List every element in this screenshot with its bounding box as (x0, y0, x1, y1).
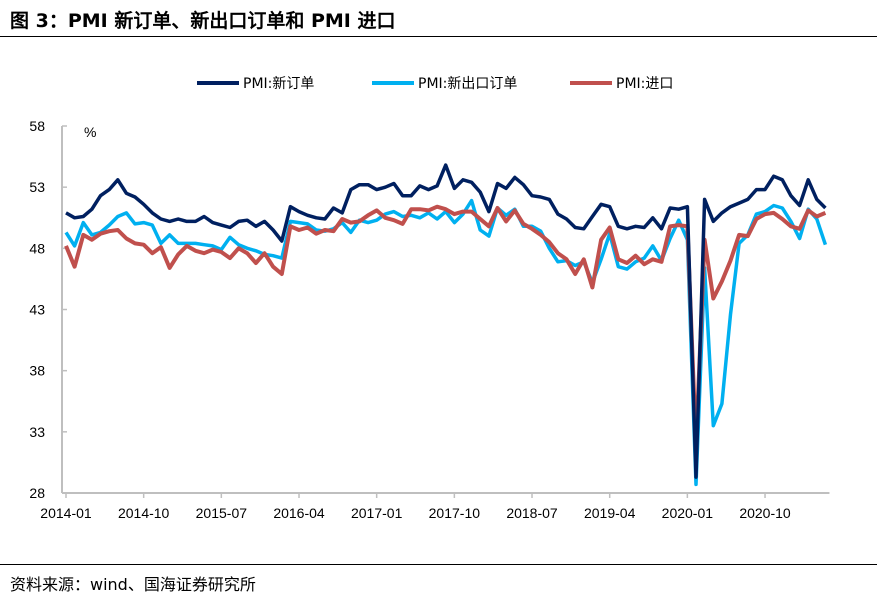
x-tick-label: 2020-10 (739, 505, 791, 521)
x-tick-label: 2015-07 (196, 505, 248, 521)
y-tick-label: 43 (29, 302, 45, 318)
legend-label-0: PMI:新订单 (243, 76, 314, 92)
y-tick-label: 33 (29, 424, 45, 440)
x-tick-label: 2020-01 (662, 505, 714, 521)
legend-label-2: PMI:进口 (616, 76, 673, 92)
y-axis-unit: % (84, 124, 96, 140)
y-tick-label: 28 (29, 485, 45, 501)
series-line-1 (64, 198, 828, 487)
y-tick-label: 53 (29, 179, 45, 195)
y-tick-label: 38 (29, 363, 45, 379)
x-tick-label: 2019-04 (584, 505, 636, 521)
source-divider (0, 564, 877, 565)
x-tick-label: 2017-01 (351, 505, 403, 521)
x-tick-label: 2017-10 (429, 505, 481, 521)
x-tick-label: 2016-04 (273, 505, 325, 521)
x-tick-label: 2014-10 (118, 505, 170, 521)
series-line-0 (65, 163, 827, 479)
x-tick-label: 2014-01 (40, 505, 92, 521)
y-tick-label: 58 (29, 118, 45, 134)
y-tick-label: 48 (29, 240, 45, 256)
title-divider (0, 36, 877, 37)
legend-label-1: PMI:新出口订单 (418, 76, 517, 92)
x-tick-label: 2018-07 (506, 505, 558, 521)
figure-title: 图 3：PMI 新订单、新出口订单和 PMI 进口 (10, 10, 396, 32)
source-note: 资料来源：wind、国海证券研究所 (10, 575, 256, 594)
